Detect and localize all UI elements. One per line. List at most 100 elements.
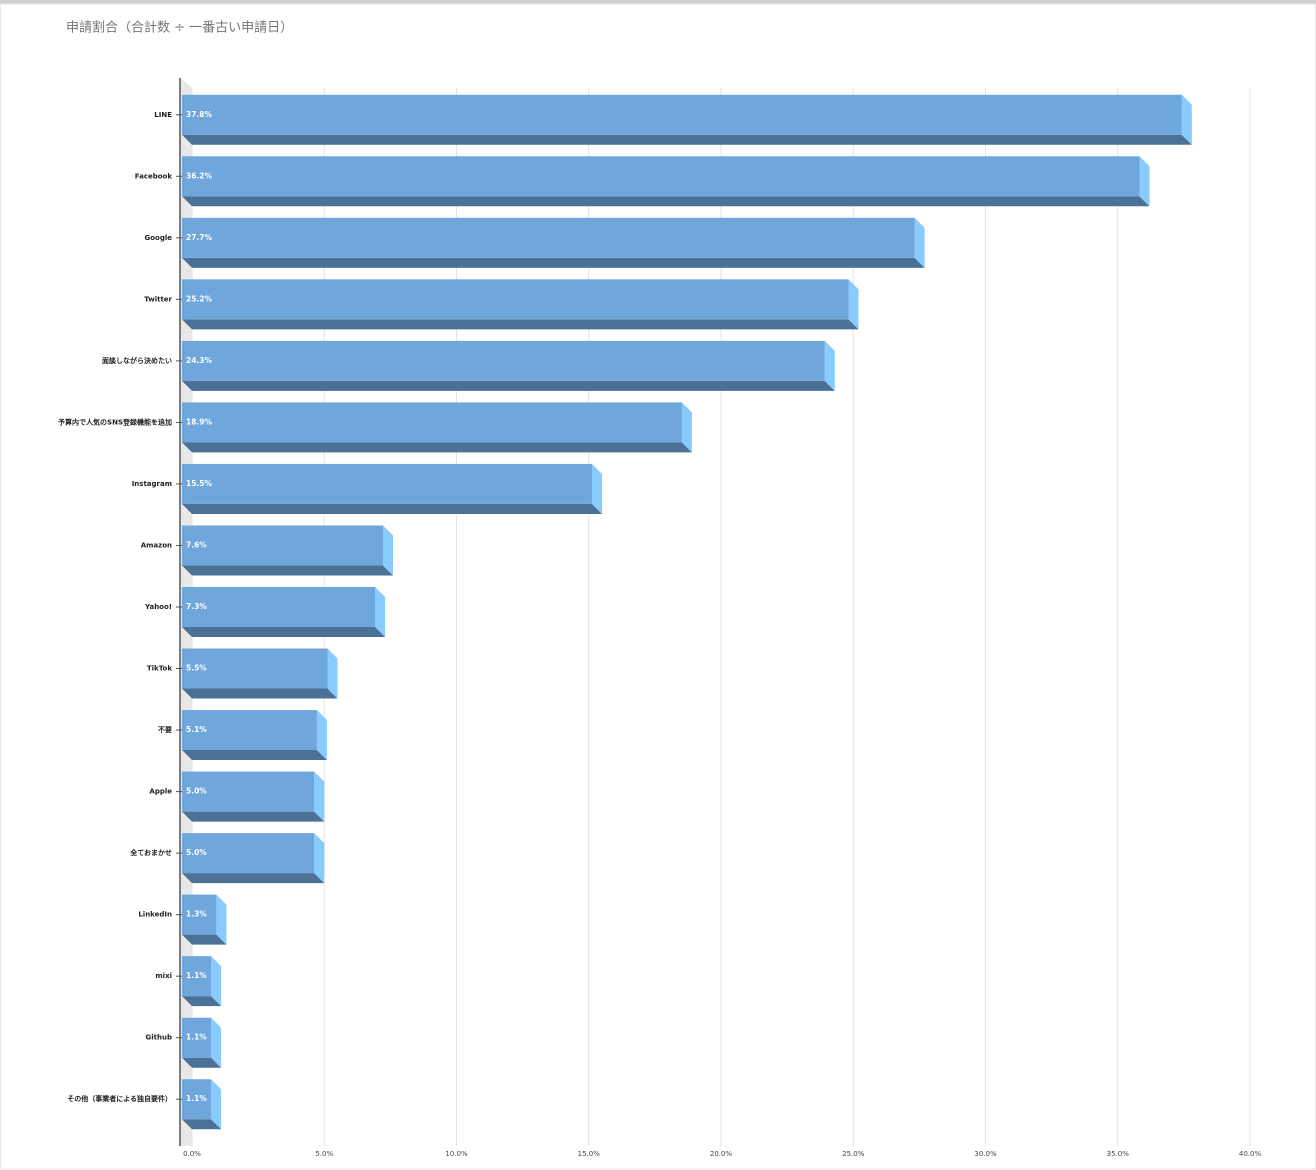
y-tick-label: LinkedIn: [138, 911, 172, 919]
y-tick-label: Github: [146, 1034, 172, 1042]
bar-side-face: [591, 463, 602, 514]
bar-side-face: [375, 587, 386, 637]
bar-front-face: [182, 771, 315, 812]
y-tick-label: Facebook: [135, 172, 173, 180]
bar: [182, 710, 327, 761]
bar-side-face: [824, 340, 835, 391]
y-tick-label: Twitter: [144, 295, 172, 303]
bar: [182, 217, 925, 268]
y-tick-label: その他（事業者による独自要件）: [67, 1094, 172, 1103]
bar: [182, 94, 1192, 145]
bar: [182, 463, 602, 514]
bar-bottom-face: [182, 319, 859, 330]
bar-bottom-face: [182, 1057, 222, 1068]
x-tick-label: 5.0%: [315, 1150, 333, 1158]
bar-bottom-face: [182, 196, 1150, 207]
bar-bottom-face: [182, 811, 325, 822]
y-tick-label: Google: [144, 234, 172, 242]
bar-side-face: [211, 1079, 222, 1130]
x-tick-label: 10.0%: [445, 1150, 468, 1158]
value-label: 7.6%: [186, 540, 207, 549]
bar: [182, 648, 338, 699]
bar-side-face: [1181, 94, 1192, 145]
bar-front-face: [182, 402, 682, 443]
x-tick-label: 25.0%: [842, 1150, 865, 1158]
bar: [182, 156, 1150, 207]
value-label: 5.1%: [186, 725, 207, 734]
bar-bottom-face: [182, 627, 386, 637]
value-label: 24.3%: [186, 356, 213, 365]
bar-bottom-face: [182, 565, 394, 576]
value-label: 5.0%: [186, 848, 207, 857]
bar-side-face: [914, 217, 925, 268]
x-tick-label: 0.0%: [183, 1150, 201, 1158]
bar-bottom-face: [182, 442, 692, 453]
bar-front-face: [182, 156, 1140, 197]
bar-bottom-face: [182, 1119, 222, 1130]
y-tick-label: Amazon: [141, 541, 172, 549]
bar-side-face: [216, 894, 227, 945]
value-label: 7.3%: [186, 602, 207, 611]
value-label: 1.3%: [186, 910, 207, 919]
bar-front-face: [182, 833, 315, 874]
y-tick-label: 全ておまかせ: [129, 848, 172, 857]
value-label: 5.0%: [186, 787, 207, 796]
bar-bottom-face: [182, 873, 325, 884]
bar-side-face: [383, 525, 394, 576]
x-tick-label: 35.0%: [1107, 1150, 1130, 1158]
bar-front-face: [182, 710, 317, 751]
bar-side-face: [314, 833, 325, 884]
bar: [182, 340, 835, 391]
bar-front-face: [182, 956, 212, 997]
value-label: 27.7%: [186, 233, 213, 242]
x-tick-label: 30.0%: [974, 1150, 997, 1158]
value-label: 1.1%: [186, 971, 207, 980]
value-label: 15.5%: [186, 479, 213, 488]
value-label: 5.5%: [186, 664, 207, 673]
bar-side-face: [211, 956, 222, 1007]
x-tick-label: 20.0%: [710, 1150, 733, 1158]
bar-front-face: [182, 1017, 212, 1058]
bar-bottom-face: [182, 750, 327, 761]
bar-front-face: [182, 648, 328, 689]
bar: [182, 894, 227, 945]
bar: [182, 1079, 222, 1130]
bar-front-face: [182, 94, 1182, 135]
value-label: 18.9%: [186, 417, 213, 426]
bar-bottom-face: [182, 380, 835, 391]
y-tick-label: 予算内で人気のSNS登録機能を追加: [58, 417, 172, 426]
bar-side-face: [316, 710, 327, 761]
bar-front-face: [182, 463, 592, 504]
bar-front-face: [182, 217, 915, 258]
top-border: [0, 0, 1316, 4]
bar-bottom-face: [182, 688, 338, 699]
bar-bottom-face: [182, 257, 925, 268]
y-tick-label: TikTok: [147, 665, 172, 673]
bar-side-face: [314, 771, 325, 822]
bar-bottom-face: [182, 934, 227, 945]
y-tick-label: LINE: [154, 111, 172, 119]
y-tick-label: Apple: [149, 788, 172, 796]
bar-bottom-face: [182, 134, 1192, 145]
chart-title: 申請割合（合計数 ÷ 一番古い申請日）: [66, 20, 293, 36]
bar-bottom-face: [182, 503, 602, 514]
bar-bottom-face: [182, 996, 222, 1007]
x-tick-label: 40.0%: [1239, 1150, 1262, 1158]
y-tick-label: Instagram: [132, 480, 172, 488]
y-tick-label: 不要: [158, 725, 172, 734]
bar: [182, 525, 394, 576]
bar: [182, 587, 386, 637]
bar: [182, 956, 222, 1007]
bar-side-face: [211, 1017, 222, 1068]
bar-side-face: [1139, 156, 1150, 207]
bar: [182, 1017, 222, 1068]
value-label: 1.1%: [186, 1033, 207, 1042]
bar-front-face: [182, 1079, 212, 1120]
bar-front-face: [182, 587, 376, 627]
bar: [182, 771, 325, 822]
bar: [182, 279, 859, 330]
value-label: 25.2%: [186, 294, 213, 303]
value-label: 37.8%: [186, 110, 213, 119]
y-tick-label: mixi: [155, 972, 172, 980]
